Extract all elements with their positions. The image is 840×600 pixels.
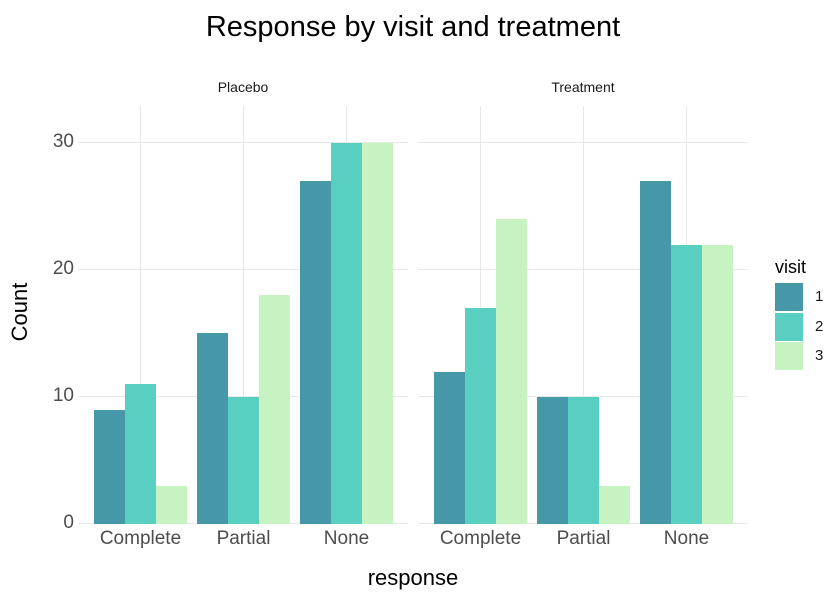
bar-treatment-complete-visit2 bbox=[465, 308, 496, 524]
gridline-x-partial bbox=[583, 106, 584, 524]
legend-key-swatch-visit-2 bbox=[775, 312, 803, 341]
bar-placebo-none-visit3 bbox=[362, 143, 393, 524]
y-tick-label-10: 10 bbox=[52, 385, 74, 406]
x-tick-label-treatment-complete: Complete bbox=[439, 528, 522, 549]
facet-strip-treatment: Treatment bbox=[551, 79, 615, 95]
x-tick-label-treatment-partial: Partial bbox=[556, 528, 611, 549]
chart-title: Response by visit and treatment bbox=[205, 11, 621, 43]
y-tick-label-0: 0 bbox=[63, 512, 74, 533]
x-tick-label-placebo-none: None bbox=[323, 528, 370, 549]
legend-title: visit bbox=[775, 257, 806, 277]
gridline-x-complete bbox=[140, 106, 141, 524]
legend-key-swatch-visit-3 bbox=[775, 342, 803, 370]
bar-treatment-partial-visit3 bbox=[599, 486, 630, 524]
bar-treatment-partial-visit2 bbox=[568, 397, 599, 524]
bar-placebo-complete-visit3 bbox=[156, 486, 187, 524]
x-tick-label-treatment-none: None bbox=[663, 528, 710, 549]
bar-placebo-partial-visit1 bbox=[197, 333, 228, 524]
y-tick-label-30: 30 bbox=[52, 131, 74, 152]
bar-placebo-none-visit1 bbox=[300, 181, 331, 524]
x-tick-label-placebo-partial: Partial bbox=[216, 528, 271, 549]
bar-treatment-complete-visit3 bbox=[496, 219, 527, 524]
bar-placebo-none-visit2 bbox=[331, 143, 362, 524]
bar-treatment-partial-visit1 bbox=[537, 397, 568, 524]
legend-item-visit-3: 3 bbox=[775, 342, 839, 370]
legend-label-visit-1: 1 bbox=[815, 288, 824, 305]
facet-panel-treatment bbox=[418, 106, 748, 524]
x-tick-label-placebo-complete: Complete bbox=[99, 528, 182, 549]
bar-placebo-complete-visit2 bbox=[125, 384, 156, 524]
legend-item-visit-1: 1 bbox=[775, 283, 839, 311]
x-axis-title: response bbox=[367, 565, 459, 590]
facet-panel-placebo bbox=[78, 106, 408, 524]
bar-treatment-none-visit3 bbox=[702, 245, 733, 524]
legend-label-visit-3: 3 bbox=[815, 347, 824, 364]
legend-key-swatch-visit-1 bbox=[775, 283, 803, 311]
legend-item-visit-2: 2 bbox=[775, 312, 839, 341]
legend-label-visit-2: 2 bbox=[815, 317, 824, 335]
y-axis-title: Count bbox=[7, 282, 32, 342]
bar-placebo-complete-visit1 bbox=[94, 410, 125, 524]
bar-placebo-partial-visit3 bbox=[259, 295, 290, 524]
gridline-x-partial bbox=[243, 106, 244, 524]
y-tick-label-20: 20 bbox=[52, 258, 74, 279]
bar-treatment-none-visit1 bbox=[640, 181, 671, 524]
bar-treatment-complete-visit1 bbox=[434, 372, 465, 524]
facet-strip-placebo: Placebo bbox=[217, 79, 269, 95]
legend: visit 1 2 3 bbox=[775, 258, 839, 372]
bar-treatment-none-visit2 bbox=[671, 245, 702, 524]
bar-placebo-partial-visit2 bbox=[228, 397, 259, 524]
